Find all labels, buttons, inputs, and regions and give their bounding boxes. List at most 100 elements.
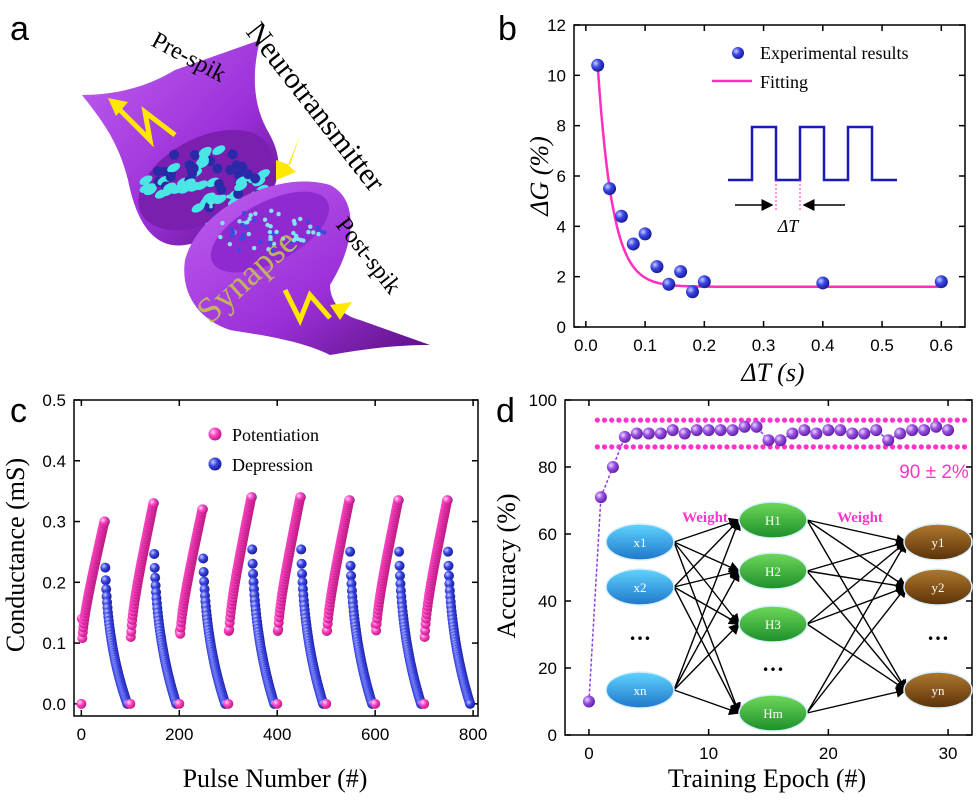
vesicle (167, 162, 181, 173)
band-dot (825, 417, 831, 423)
band-dot (659, 417, 665, 423)
post-spike-arrowhead-icon (330, 302, 352, 320)
c-xtick-label: 400 (263, 725, 291, 744)
vesicle (188, 163, 199, 174)
connection-arrow-icon (673, 541, 741, 573)
neurotransmitter-particle (226, 194, 230, 199)
d-ytick-label: 80 (538, 458, 557, 477)
data-point-accuracy (822, 424, 835, 437)
data-point-accuracy (618, 430, 631, 443)
band-dot (897, 417, 903, 423)
band-dot (810, 444, 816, 450)
vesicle (212, 163, 223, 174)
connection-arrow-icon (673, 586, 740, 715)
band-dot (594, 417, 600, 423)
b-ytick-label: 10 (547, 66, 566, 85)
receptor (306, 229, 311, 235)
band-dot (911, 417, 917, 423)
data-point-accuracy (894, 427, 907, 440)
c-ytick-label: 0.3 (42, 513, 66, 532)
connection-arrow-icon (673, 567, 741, 588)
band-dot (868, 444, 874, 450)
data-point-depression (247, 544, 258, 555)
data-point-depression (247, 558, 258, 569)
band-dot (774, 417, 780, 423)
plot-frame-b (573, 24, 966, 328)
data-point-potentiation (76, 698, 87, 709)
receptor (246, 231, 252, 237)
hidden-node (738, 552, 808, 590)
connection-arrow-icon (806, 585, 908, 625)
data-point-accuracy (726, 424, 739, 437)
receptor (220, 220, 225, 226)
connection-arrow-icon (673, 518, 741, 691)
band-dot (954, 444, 960, 450)
data-point-potentiation (321, 698, 332, 709)
legend-label-potentiation: Potentiation (232, 425, 319, 445)
vesicle (160, 186, 174, 197)
hidden-ellipsis: … (762, 651, 784, 676)
panel-c: c 0 200 400 600 800 0.0 0.1 0.2 0.3 0.4 0.5 Pulse … (1, 391, 487, 793)
data-point-accuracy (882, 434, 895, 447)
data-point-depression (346, 570, 357, 581)
output-node (903, 671, 973, 709)
input-node-label: x1 (634, 535, 647, 550)
data-point-accuracy (594, 491, 607, 504)
band-dot (875, 417, 881, 423)
band-dot (767, 417, 773, 423)
band-dot (673, 444, 680, 450)
vesicle (139, 175, 153, 186)
d-ytick-label: 20 (538, 659, 557, 678)
band-dot (623, 444, 629, 450)
band-dot (724, 417, 730, 423)
band-dot (832, 444, 838, 450)
data-point-accuracy (678, 427, 691, 440)
band-dot (803, 444, 809, 450)
band-dot (630, 444, 636, 450)
data-point-potentiation (272, 698, 283, 709)
data-point-depression (296, 558, 307, 569)
receptor (247, 216, 252, 222)
band-dot (861, 417, 867, 423)
data-point-potentiation (393, 495, 404, 506)
data-point-accuracy (810, 427, 823, 440)
band-dot (702, 444, 708, 450)
receptor (248, 212, 253, 218)
receptor (244, 225, 250, 230)
data-point-depression (198, 553, 209, 564)
panel-letter-a: a (10, 10, 29, 48)
b-ytick-label: 2 (557, 268, 566, 287)
band-dot (796, 417, 802, 423)
receptor (274, 229, 279, 235)
band-dot (853, 444, 860, 450)
connection-arrow-icon (806, 623, 908, 691)
c-xtick-label: 600 (361, 725, 389, 744)
band-dot (846, 444, 852, 450)
neural-network-diagram: Weight Weight x1 x2 … xn H1 H2 H3 … Hm y1 y2 … yn (605, 501, 973, 732)
hidden-node-label: H3 (765, 617, 781, 632)
data-point-experimental (685, 285, 699, 299)
connection-arrow-icon (673, 541, 741, 715)
data-point-potentiation (419, 698, 430, 709)
input-node (605, 671, 675, 709)
receptor (228, 226, 234, 231)
data-point-accuracy (630, 427, 643, 440)
data-point-depression (248, 568, 259, 579)
receptor (253, 211, 258, 216)
vesicle (143, 185, 157, 196)
input-node-label: x2 (634, 580, 647, 595)
data-point-depression (443, 546, 454, 557)
band-dot (645, 444, 651, 450)
band-dot (889, 444, 896, 450)
band-dot (637, 444, 644, 450)
band-dot (666, 417, 672, 423)
data-point-accuracy (582, 695, 595, 708)
axes-d: 0 10 20 30 0 20 40 60 80 100 (529, 391, 972, 763)
c-ytick-label: 0.0 (42, 695, 66, 714)
receptor (276, 211, 281, 217)
data-point-accuracy (702, 424, 715, 437)
band-label: 90 ± 2% (899, 462, 969, 483)
output-ellipsis: … (927, 620, 949, 645)
